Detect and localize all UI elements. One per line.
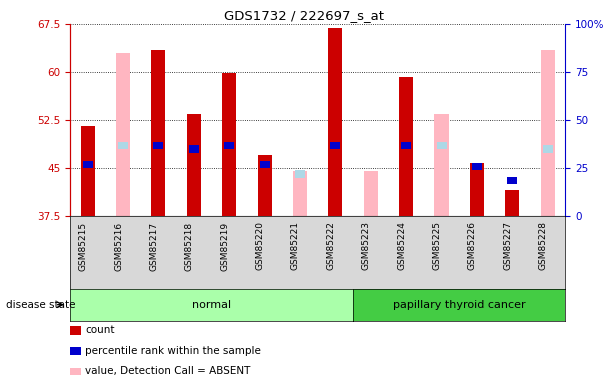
Text: GSM85224: GSM85224 [397, 222, 406, 270]
Bar [116, 53, 130, 216]
Text: GSM85226: GSM85226 [468, 222, 477, 270]
Bar [153, 142, 164, 149]
Bar [401, 142, 411, 149]
Bar [151, 50, 165, 216]
Text: normal: normal [192, 300, 231, 310]
Text: GSM85225: GSM85225 [432, 222, 441, 270]
Text: value, Detection Call = ABSENT: value, Detection Call = ABSENT [85, 366, 250, 375]
Text: count: count [85, 325, 115, 335]
Bar [293, 171, 307, 216]
Bar [224, 142, 234, 149]
Bar [80, 126, 95, 216]
Bar [437, 142, 446, 149]
Text: GSM85217: GSM85217 [150, 222, 159, 271]
Bar [118, 142, 128, 149]
Bar [541, 50, 555, 216]
Bar [505, 190, 519, 216]
Bar [295, 170, 305, 178]
Text: GSM85218: GSM85218 [185, 222, 194, 271]
Text: GSM85223: GSM85223 [362, 222, 371, 270]
Bar [187, 114, 201, 216]
Text: GSM85227: GSM85227 [503, 222, 513, 270]
Bar [508, 177, 517, 184]
Bar [543, 145, 553, 153]
Text: GSM85215: GSM85215 [78, 222, 88, 271]
Bar [328, 28, 342, 216]
Bar [364, 171, 378, 216]
Bar [222, 74, 237, 216]
Bar [435, 114, 449, 216]
Bar [189, 145, 199, 153]
Text: GSM85219: GSM85219 [220, 222, 229, 271]
Bar [83, 161, 92, 168]
Bar [258, 155, 272, 216]
Bar [399, 77, 413, 216]
Text: GSM85222: GSM85222 [326, 222, 336, 270]
Text: percentile rank within the sample: percentile rank within the sample [85, 346, 261, 355]
Text: disease state: disease state [6, 300, 75, 310]
Text: GDS1732 / 222697_s_at: GDS1732 / 222697_s_at [224, 9, 384, 22]
Bar [330, 142, 340, 149]
Bar [260, 161, 269, 168]
Bar [472, 163, 482, 170]
Text: GSM85216: GSM85216 [114, 222, 123, 271]
Text: GSM85228: GSM85228 [539, 222, 548, 270]
Text: GSM85221: GSM85221 [291, 222, 300, 270]
Text: GSM85220: GSM85220 [255, 222, 264, 270]
Bar [470, 163, 484, 216]
Text: papillary thyroid cancer: papillary thyroid cancer [393, 300, 525, 310]
